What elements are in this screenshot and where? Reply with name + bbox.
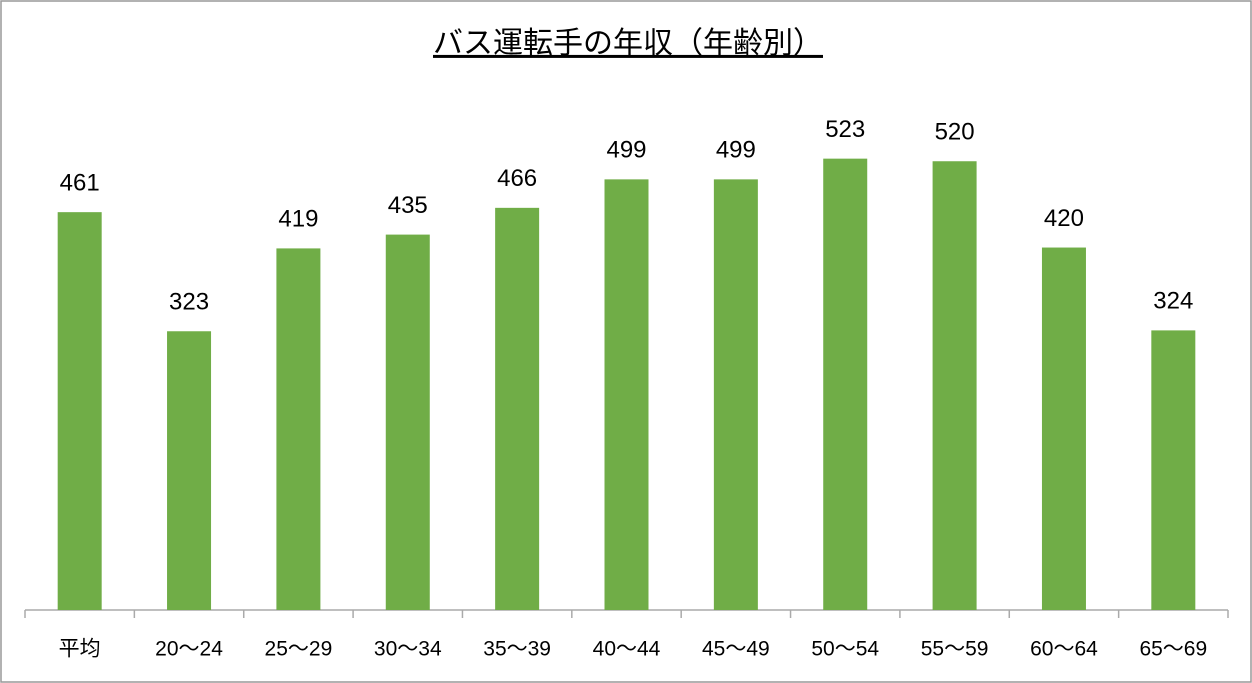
x-tick-label: 平均 <box>59 638 101 661</box>
value-label: 420 <box>1044 205 1084 232</box>
x-tick-label: 30～34 <box>374 638 442 661</box>
x-tick-label: 55～59 <box>921 638 989 661</box>
bar <box>1041 247 1086 611</box>
value-label: 435 <box>388 192 428 219</box>
x-tick-label: 50～54 <box>811 638 879 661</box>
value-label: 323 <box>169 289 209 316</box>
x-tick-label: 25～29 <box>265 638 333 661</box>
bar <box>604 179 649 610</box>
value-label: 461 <box>60 170 100 197</box>
bar <box>495 207 540 611</box>
value-label: 419 <box>278 206 318 233</box>
bar <box>713 179 758 610</box>
bar <box>1151 330 1196 610</box>
bar <box>385 234 430 610</box>
value-label: 466 <box>497 165 537 192</box>
value-label: 523 <box>825 116 865 143</box>
x-tick-label: 45～49 <box>702 638 770 661</box>
bar <box>823 158 868 610</box>
x-tick-label: 65～69 <box>1139 638 1207 661</box>
x-tick-label: 35～39 <box>483 638 551 661</box>
value-label: 499 <box>606 137 646 164</box>
bar <box>57 212 102 611</box>
bar <box>167 331 212 610</box>
value-label: 324 <box>1153 288 1193 315</box>
x-tick-label: 40～44 <box>593 638 661 661</box>
chart-title: バス運転手の年収（年齢別） <box>433 27 823 60</box>
value-label: 520 <box>935 119 975 146</box>
value-label: 499 <box>716 137 756 164</box>
bar <box>276 248 321 610</box>
x-tick-label: 60～64 <box>1030 638 1098 661</box>
x-tick-label: 20～24 <box>155 638 223 661</box>
bar <box>932 161 977 611</box>
